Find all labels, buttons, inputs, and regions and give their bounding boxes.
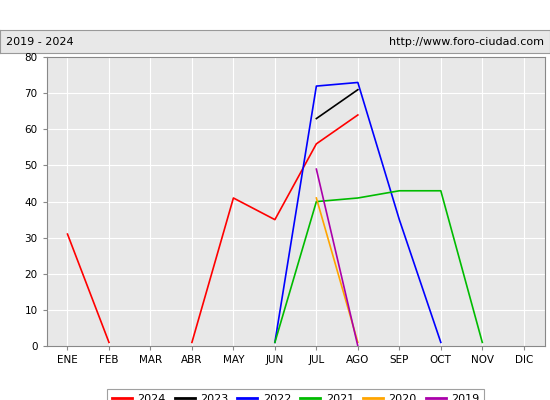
2023	[313, 116, 320, 121]
2019	[355, 344, 361, 348]
2020	[313, 196, 320, 200]
Line: 2024: 2024	[68, 234, 109, 342]
Text: 2019 - 2024: 2019 - 2024	[6, 37, 73, 47]
2021	[313, 199, 320, 204]
Line: 2020: 2020	[316, 198, 358, 342]
2023	[355, 87, 361, 92]
Line: 2021: 2021	[275, 191, 482, 342]
Line: 2019: 2019	[316, 169, 358, 346]
2021	[479, 340, 486, 345]
2021	[396, 188, 403, 193]
2022	[396, 217, 403, 222]
2022	[313, 84, 320, 88]
2024	[64, 232, 71, 236]
2021	[355, 196, 361, 200]
2022	[437, 340, 444, 345]
2022	[272, 340, 278, 345]
2021	[437, 188, 444, 193]
Text: http://www.foro-ciudad.com: http://www.foro-ciudad.com	[389, 37, 544, 47]
Line: 2022: 2022	[275, 82, 441, 342]
2020	[355, 340, 361, 345]
Text: Evolucion Nº Turistas Extranjeros en el municipio de Villamejil: Evolucion Nº Turistas Extranjeros en el …	[60, 8, 490, 22]
2019	[313, 167, 320, 172]
2024	[106, 340, 112, 345]
Line: 2023: 2023	[316, 90, 358, 118]
2022	[355, 80, 361, 85]
2021	[272, 340, 278, 345]
Legend: 2024, 2023, 2022, 2021, 2020, 2019: 2024, 2023, 2022, 2021, 2020, 2019	[107, 389, 484, 400]
